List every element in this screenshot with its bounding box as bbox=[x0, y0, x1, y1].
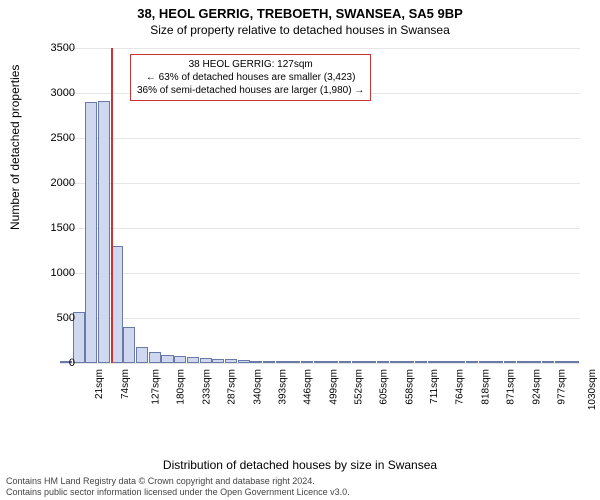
histogram-bar bbox=[200, 358, 212, 363]
x-tick-label: 924sqm bbox=[531, 369, 542, 405]
x-tick-label: 658sqm bbox=[404, 369, 415, 405]
histogram-bar bbox=[212, 359, 224, 364]
x-axis-label: Distribution of detached houses by size … bbox=[0, 458, 600, 472]
histogram-bar bbox=[428, 361, 440, 363]
x-tick-label: 871sqm bbox=[506, 369, 517, 405]
x-tick-label: 1030sqm bbox=[587, 369, 598, 410]
footer-attribution: Contains HM Land Registry data © Crown c… bbox=[6, 476, 350, 498]
gridline bbox=[60, 48, 580, 49]
callout-line: 36% of semi-detached houses are larger (… bbox=[137, 84, 364, 97]
histogram-bar bbox=[377, 361, 389, 363]
x-tick-label: 818sqm bbox=[480, 369, 491, 405]
y-tick-label: 0 bbox=[69, 357, 75, 369]
x-tick-label: 977sqm bbox=[557, 369, 568, 405]
histogram-bar bbox=[161, 355, 173, 363]
x-tick-label: 233sqm bbox=[201, 369, 212, 405]
x-tick-label: 74sqm bbox=[120, 369, 131, 399]
gridline bbox=[60, 228, 580, 229]
gridline bbox=[60, 363, 580, 364]
chart-plot-area: 21sqm 74sqm 127sqm 180sqm 233sqm 287sqm 340sqm… bbox=[60, 48, 580, 418]
histogram-bar bbox=[555, 361, 567, 363]
x-tick-label: 393sqm bbox=[277, 369, 288, 405]
y-tick-label: 3500 bbox=[51, 42, 75, 54]
x-tick-label: 499sqm bbox=[328, 369, 339, 405]
page-subtitle: Size of property relative to detached ho… bbox=[0, 23, 600, 37]
histogram-bar bbox=[301, 361, 313, 363]
page-title: 38, HEOL GERRIG, TREBOETH, SWANSEA, SA5 … bbox=[0, 6, 600, 21]
x-tick-label: 340sqm bbox=[252, 369, 263, 405]
histogram-bar bbox=[98, 101, 110, 363]
histogram-bar bbox=[263, 361, 275, 363]
y-tick-label: 1500 bbox=[51, 222, 75, 234]
x-tick-label: 287sqm bbox=[227, 369, 238, 405]
x-tick-label: 21sqm bbox=[94, 369, 105, 399]
histogram-bar bbox=[314, 361, 326, 363]
x-tick-label: 552sqm bbox=[354, 369, 365, 405]
gridline bbox=[60, 273, 580, 274]
property-marker-line bbox=[111, 48, 113, 363]
histogram-bar bbox=[326, 361, 338, 363]
histogram-bar bbox=[466, 361, 478, 363]
histogram-bar bbox=[390, 361, 402, 363]
histogram-bar bbox=[504, 361, 516, 363]
gridline bbox=[60, 183, 580, 184]
histogram-bar bbox=[174, 356, 186, 363]
histogram-bar bbox=[276, 361, 288, 363]
histogram-bar bbox=[542, 361, 554, 363]
histogram-bar bbox=[415, 361, 427, 363]
y-axis-label: Number of detached properties bbox=[8, 65, 22, 230]
histogram-bar bbox=[440, 361, 452, 363]
y-tick-label: 500 bbox=[57, 312, 75, 324]
x-tick-label: 127sqm bbox=[151, 369, 162, 405]
x-tick-label: 180sqm bbox=[176, 369, 187, 405]
histogram-bar bbox=[238, 360, 250, 363]
histogram-bar bbox=[529, 361, 541, 363]
histogram-bar bbox=[479, 361, 491, 363]
histogram-bar bbox=[288, 361, 300, 363]
y-tick-label: 3000 bbox=[51, 87, 75, 99]
histogram-bar bbox=[402, 361, 414, 363]
histogram-bar bbox=[149, 352, 161, 363]
callout-line: 38 HEOL GERRIG: 127sqm bbox=[137, 58, 364, 71]
x-tick-label: 711sqm bbox=[429, 369, 440, 404]
histogram-bar bbox=[364, 361, 376, 363]
histogram-bar bbox=[491, 361, 503, 363]
gridline bbox=[60, 318, 580, 319]
histogram-bar bbox=[352, 361, 364, 363]
histogram-bar bbox=[136, 347, 148, 363]
property-callout: 38 HEOL GERRIG: 127sqm← 63% of detached … bbox=[130, 54, 371, 101]
histogram-bar bbox=[339, 361, 351, 363]
histogram-bar bbox=[453, 361, 465, 363]
histogram-bar bbox=[567, 361, 579, 363]
histogram-bar bbox=[187, 357, 199, 363]
histogram-bar bbox=[250, 361, 262, 363]
y-tick-label: 2500 bbox=[51, 132, 75, 144]
histogram-bar bbox=[85, 102, 97, 363]
x-tick-label: 446sqm bbox=[303, 369, 314, 405]
histogram-bar bbox=[123, 327, 135, 363]
x-tick-label: 764sqm bbox=[455, 369, 466, 405]
y-tick-label: 2000 bbox=[51, 177, 75, 189]
gridline bbox=[60, 138, 580, 139]
footer-line: Contains HM Land Registry data © Crown c… bbox=[6, 476, 350, 487]
x-tick-label: 605sqm bbox=[379, 369, 390, 405]
y-tick-label: 1000 bbox=[51, 267, 75, 279]
callout-line: ← 63% of detached houses are smaller (3,… bbox=[137, 71, 364, 84]
histogram-bar bbox=[225, 359, 237, 363]
footer-line: Contains public sector information licen… bbox=[6, 487, 350, 498]
histogram-bar bbox=[517, 361, 529, 363]
